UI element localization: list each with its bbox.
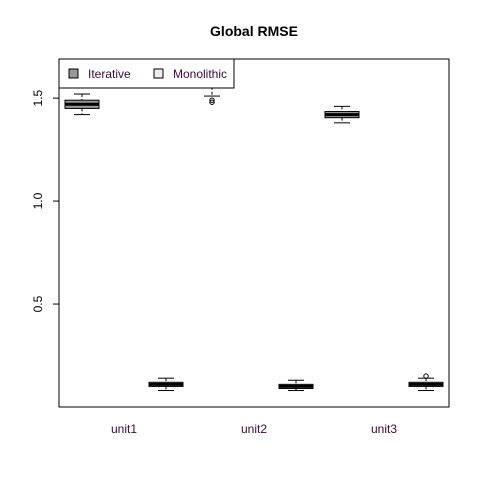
outlier-point <box>209 97 215 103</box>
outlier-point <box>209 99 215 105</box>
y-tick-label: 1.5 <box>31 89 45 106</box>
legend-box <box>58 58 235 89</box>
box <box>148 377 184 392</box>
y-axis: 0.5 1.0 1.5 <box>31 89 59 312</box>
x-category-label: unit3 <box>371 422 397 436</box>
outlier-point <box>423 373 429 379</box>
box <box>324 105 360 124</box>
chart-title: Global RMSE <box>210 23 298 39</box>
box <box>64 93 100 116</box>
legend-swatch <box>153 68 164 79</box>
box <box>278 379 314 392</box>
x-category-label: unit2 <box>241 422 267 436</box>
legend-label: Iterative <box>88 67 131 81</box>
box-groups <box>64 70 444 392</box>
box <box>408 373 444 392</box>
x-axis: unit1 unit2 unit3 <box>111 422 397 436</box>
plot-frame <box>58 58 450 408</box>
x-category-label: unit1 <box>111 422 137 436</box>
y-tick-label: 0.5 <box>31 295 45 312</box>
legend: Iterative Monolithic <box>58 58 235 89</box>
legend-label: Monolithic <box>173 67 227 81</box>
y-tick-label: 1.0 <box>31 192 45 209</box>
legend-swatch <box>68 68 79 79</box>
